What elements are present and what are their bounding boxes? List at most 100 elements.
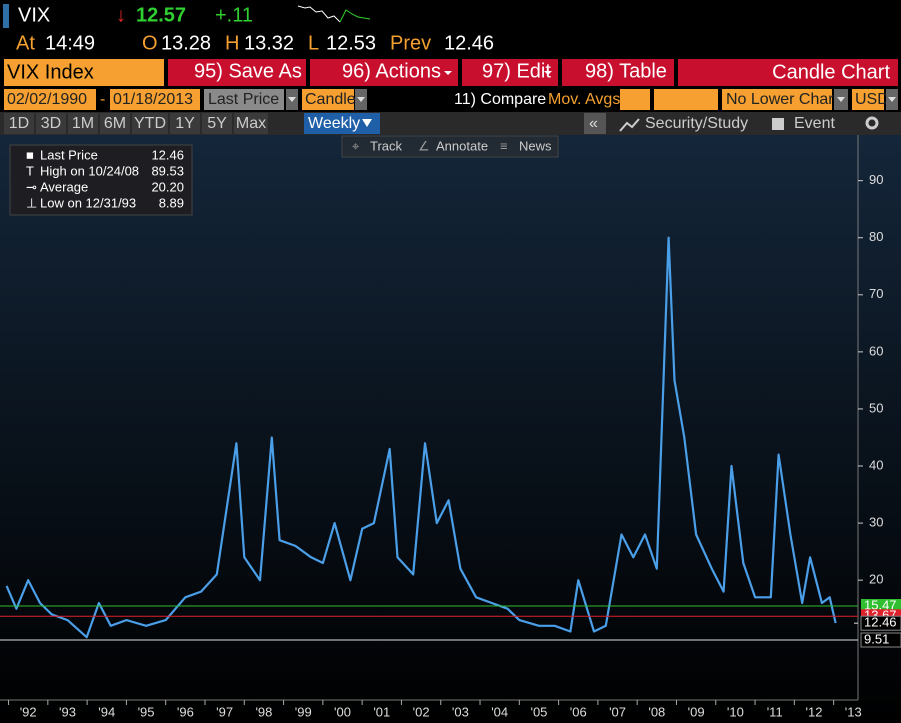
input[interactable] bbox=[620, 89, 650, 110]
compare[interactable]: 11) Compare bbox=[454, 91, 546, 108]
button[interactable] bbox=[168, 59, 306, 86]
period[interactable]: 1D bbox=[9, 115, 29, 132]
tool[interactable]: News bbox=[519, 138, 552, 153]
security-box[interactable] bbox=[4, 59, 164, 86]
period[interactable]: 5Y bbox=[207, 115, 227, 132]
mov-avgs[interactable]: Mov. Avgs bbox=[548, 91, 620, 108]
input[interactable] bbox=[722, 89, 832, 110]
period-button[interactable] bbox=[202, 113, 232, 134]
input[interactable] bbox=[302, 89, 354, 110]
lower-chart[interactable]: No Lower Chart bbox=[726, 91, 839, 108]
button-label[interactable]: 98) Table bbox=[585, 60, 667, 82]
button-label[interactable]: 95) Save As bbox=[194, 60, 302, 82]
currency[interactable]: USD bbox=[855, 91, 889, 108]
high: 13.32 bbox=[244, 32, 294, 54]
button[interactable] bbox=[462, 59, 558, 86]
x-tick-label: '05 bbox=[530, 704, 547, 719]
start-date[interactable]: 02/02/1990 bbox=[7, 91, 87, 108]
y-tick-label: 30 bbox=[869, 515, 883, 530]
dropdown-arrow bbox=[837, 97, 845, 102]
dropdown-arrow bbox=[288, 97, 296, 102]
chart-background bbox=[0, 135, 901, 723]
x-tick-label: '04 bbox=[491, 704, 508, 719]
dash: - bbox=[100, 91, 105, 108]
x-tick-label: '01 bbox=[373, 704, 390, 719]
collapse[interactable] bbox=[584, 113, 606, 134]
legend-value: 89.53 bbox=[151, 163, 184, 178]
period-button[interactable] bbox=[170, 113, 200, 134]
button-label[interactable]: 97) Edit bbox=[482, 60, 551, 82]
input[interactable] bbox=[110, 89, 200, 110]
period[interactable]: YTD bbox=[134, 115, 166, 132]
period[interactable]: 1M bbox=[72, 115, 94, 132]
tool-icon: ≡ bbox=[500, 138, 508, 153]
label: H bbox=[225, 32, 239, 54]
style[interactable]: Candle bbox=[305, 91, 356, 108]
frequency-box[interactable] bbox=[304, 113, 380, 134]
legend-value: 12.46 bbox=[151, 147, 184, 162]
field[interactable]: Last Price bbox=[208, 91, 279, 108]
arrow: ↓ bbox=[116, 4, 126, 26]
period[interactable]: 1Y bbox=[175, 115, 195, 132]
x-tick-label: '00 bbox=[334, 704, 351, 719]
tool-icon: ⌖ bbox=[352, 138, 360, 153]
period-button[interactable] bbox=[68, 113, 98, 134]
y-tick-label: 50 bbox=[869, 400, 883, 415]
button[interactable] bbox=[310, 59, 458, 86]
label: O bbox=[142, 32, 158, 54]
x-tick-label: '93 bbox=[59, 704, 76, 719]
low: 12.53 bbox=[326, 32, 376, 54]
chart-type[interactable]: Candle Chart bbox=[772, 61, 890, 83]
x-tick-label: '10 bbox=[727, 704, 744, 719]
x-tick-label: '96 bbox=[177, 704, 194, 719]
input[interactable] bbox=[852, 89, 884, 110]
period[interactable]: 3D bbox=[41, 115, 61, 132]
input[interactable] bbox=[4, 89, 96, 110]
period-button[interactable] bbox=[4, 113, 34, 134]
y-tick-label: 20 bbox=[869, 572, 883, 587]
button[interactable] bbox=[678, 59, 898, 86]
period-button[interactable] bbox=[234, 113, 268, 134]
x-tick-label: '11 bbox=[767, 704, 783, 719]
y-tick-label: 40 bbox=[869, 457, 883, 472]
x-tick-label: '03 bbox=[452, 704, 469, 719]
button-label[interactable]: 96) Actions bbox=[342, 60, 441, 82]
period-button[interactable] bbox=[100, 113, 130, 134]
x-tick-label: '09 bbox=[688, 704, 705, 719]
x-tick-label: '06 bbox=[570, 704, 587, 719]
tool[interactable]: Track bbox=[370, 138, 403, 153]
input[interactable] bbox=[654, 89, 718, 110]
y-tick-label: 70 bbox=[869, 286, 883, 301]
security[interactable]: VIX Index bbox=[7, 61, 94, 83]
period-button[interactable] bbox=[132, 113, 168, 134]
tool[interactable]: Annotate bbox=[436, 138, 488, 153]
change: +.11 bbox=[215, 4, 253, 26]
period[interactable]: 6M bbox=[104, 115, 126, 132]
ticker: VIX bbox=[18, 4, 50, 26]
settings-icon[interactable] bbox=[865, 116, 879, 130]
y-tick-label: 90 bbox=[869, 172, 883, 187]
event[interactable]: Event bbox=[794, 115, 835, 132]
reference-label: 9.51 bbox=[864, 631, 889, 646]
y-tick-label: 80 bbox=[869, 229, 883, 244]
legend-value: 8.89 bbox=[159, 195, 184, 210]
label: Prev bbox=[390, 32, 431, 54]
period-button[interactable] bbox=[36, 113, 66, 134]
periods: 1D 3D 1M 6M YTD 1Y 5Y Max bbox=[4, 113, 268, 134]
button[interactable] bbox=[562, 59, 674, 86]
period[interactable]: Max bbox=[236, 115, 266, 132]
end-date[interactable]: 01/18/2013 bbox=[113, 91, 193, 108]
input[interactable] bbox=[204, 89, 284, 110]
x-tick-label: '94 bbox=[98, 704, 115, 719]
dropdown-arrow bbox=[357, 97, 365, 102]
x-tick-label: '07 bbox=[609, 704, 626, 719]
tool-icon: ∠ bbox=[418, 138, 430, 153]
legend-icon: T bbox=[26, 163, 34, 178]
frequency[interactable]: Weekly bbox=[308, 115, 360, 132]
reference-label: 12.46 bbox=[864, 615, 897, 630]
study[interactable]: Security/Study bbox=[645, 115, 748, 132]
legend-label: Average bbox=[40, 179, 88, 194]
time: 14:49 bbox=[45, 32, 95, 54]
